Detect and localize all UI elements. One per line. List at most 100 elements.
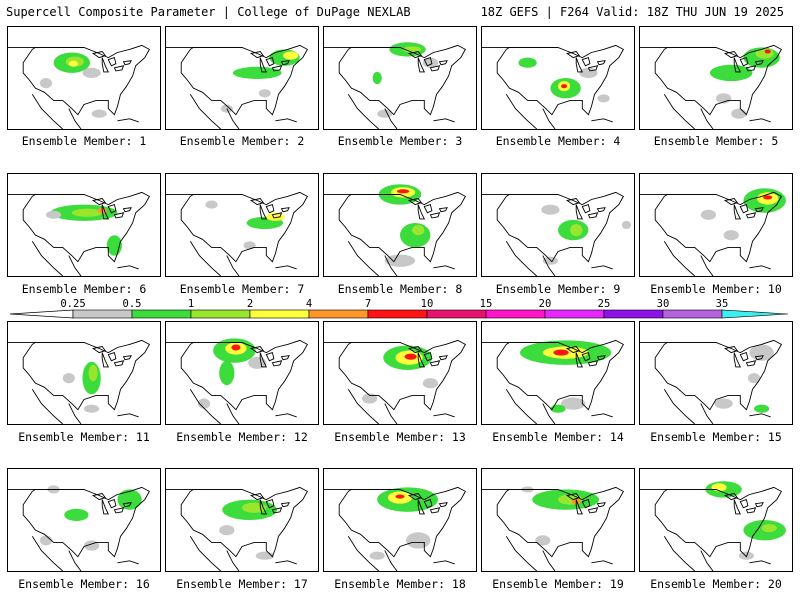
colorbar-tick-label: 20 — [538, 298, 552, 310]
great-lake — [565, 197, 581, 206]
great-lake — [101, 352, 110, 368]
great-lake — [575, 499, 584, 515]
great-lake — [280, 60, 290, 66]
caribbean-coastline — [433, 413, 455, 418]
great-lake — [429, 65, 441, 72]
scp-contour-area — [266, 212, 285, 221]
colorbar-segment — [190, 309, 251, 319]
ensemble-member-caption: Ensemble Member: 9 — [495, 282, 621, 296]
great-lake — [754, 60, 764, 66]
caribbean-coastline — [749, 413, 771, 418]
mexico-coastline — [31, 389, 82, 424]
colorbar-tick-label: 7 — [364, 298, 372, 310]
colorbar-tick-label: 30 — [656, 298, 670, 310]
colorbar-tick-label: 35 — [715, 298, 729, 310]
great-lake — [417, 499, 426, 515]
ensemble-member-map — [323, 173, 477, 277]
scp-contour-area — [219, 360, 235, 386]
scp-contour-area — [422, 57, 438, 68]
scp-contour-area — [561, 397, 586, 410]
great-lake — [417, 204, 426, 220]
scp-contour-area — [243, 241, 256, 250]
scp-contour-area — [91, 109, 107, 118]
scp-contour-area — [39, 535, 53, 546]
mexico-coastline — [31, 94, 82, 129]
ensemble-member-caption: Ensemble Member: 5 — [653, 134, 779, 148]
colorbar-tick-label: 0.25 — [60, 298, 86, 310]
great-lake — [101, 499, 110, 515]
scp-contour-area — [763, 195, 773, 200]
us-coastline — [22, 191, 151, 263]
ensemble-member-map — [639, 26, 793, 130]
mexico-coastline — [347, 389, 398, 424]
scp-contour-area — [395, 494, 405, 499]
great-lake — [417, 352, 426, 368]
caribbean-coastline — [117, 560, 139, 565]
map-canvas — [166, 486, 309, 571]
great-lake — [107, 352, 117, 362]
scp-contour-area — [396, 189, 410, 194]
scp-contour-area — [82, 67, 101, 78]
colorbar-segment — [603, 309, 664, 319]
great-lake — [91, 345, 107, 354]
great-lake — [745, 360, 757, 367]
scp-contour-area — [579, 67, 598, 78]
great-lake — [407, 345, 423, 354]
us-coastline — [338, 486, 467, 558]
scp-contour-area — [231, 344, 241, 351]
great-lake — [723, 492, 739, 501]
ensemble-member-caption: Ensemble Member: 1 — [21, 134, 147, 148]
great-lake — [739, 352, 749, 362]
mexico-coastline — [663, 94, 714, 129]
great-lake — [259, 352, 268, 368]
colorbar-segment — [367, 309, 428, 319]
great-lake — [91, 197, 107, 206]
map-canvas — [8, 44, 151, 129]
ensemble-member-caption: Ensemble Member: 10 — [650, 282, 782, 296]
scp-contour-area — [404, 353, 417, 360]
ensemble-member-map — [165, 468, 319, 572]
ensemble-member-map — [323, 468, 477, 572]
mexico-coastline — [347, 536, 398, 571]
us-coastline — [180, 486, 309, 558]
great-lake — [271, 65, 283, 72]
great-lake — [438, 502, 448, 508]
scp-contour-area — [597, 94, 610, 103]
scp-contour-area — [723, 230, 739, 241]
great-lake — [754, 207, 764, 213]
map-canvas — [8, 191, 151, 276]
scp-contour-area — [242, 502, 267, 513]
mexico-coastline — [505, 536, 556, 571]
caribbean-coastline — [117, 265, 139, 270]
great-lake — [91, 50, 107, 59]
great-lake — [113, 212, 125, 219]
color-scale-bar — [9, 309, 789, 319]
us-coastline — [22, 486, 151, 558]
mexico-coastline — [347, 241, 398, 276]
caribbean-coastline — [591, 265, 613, 270]
scp-contour-area — [761, 524, 777, 533]
great-lake — [581, 204, 591, 214]
caribbean-coastline — [117, 413, 139, 418]
scp-contour-area — [422, 378, 438, 389]
great-lake — [122, 355, 132, 361]
great-lake — [733, 204, 742, 220]
ensemble-member-caption: Ensemble Member: 14 — [492, 430, 624, 444]
great-lake — [739, 499, 749, 509]
great-lake — [91, 492, 107, 501]
mexico-coastline — [663, 389, 714, 424]
scp-contour-area — [62, 373, 75, 384]
great-lake — [271, 212, 283, 219]
great-lake — [407, 492, 423, 501]
caribbean-coastline — [433, 560, 455, 565]
colorbar-segment — [308, 309, 369, 319]
great-lake — [249, 492, 265, 501]
ensemble-member-caption: Ensemble Member: 11 — [18, 430, 150, 444]
scp-contour-area — [384, 254, 416, 267]
mexico-coastline — [189, 241, 240, 276]
great-lake — [596, 207, 606, 213]
mexico-coastline — [347, 94, 398, 129]
ensemble-member-caption: Ensemble Member: 19 — [492, 577, 624, 591]
great-lake — [754, 355, 764, 361]
great-lake — [581, 57, 591, 67]
